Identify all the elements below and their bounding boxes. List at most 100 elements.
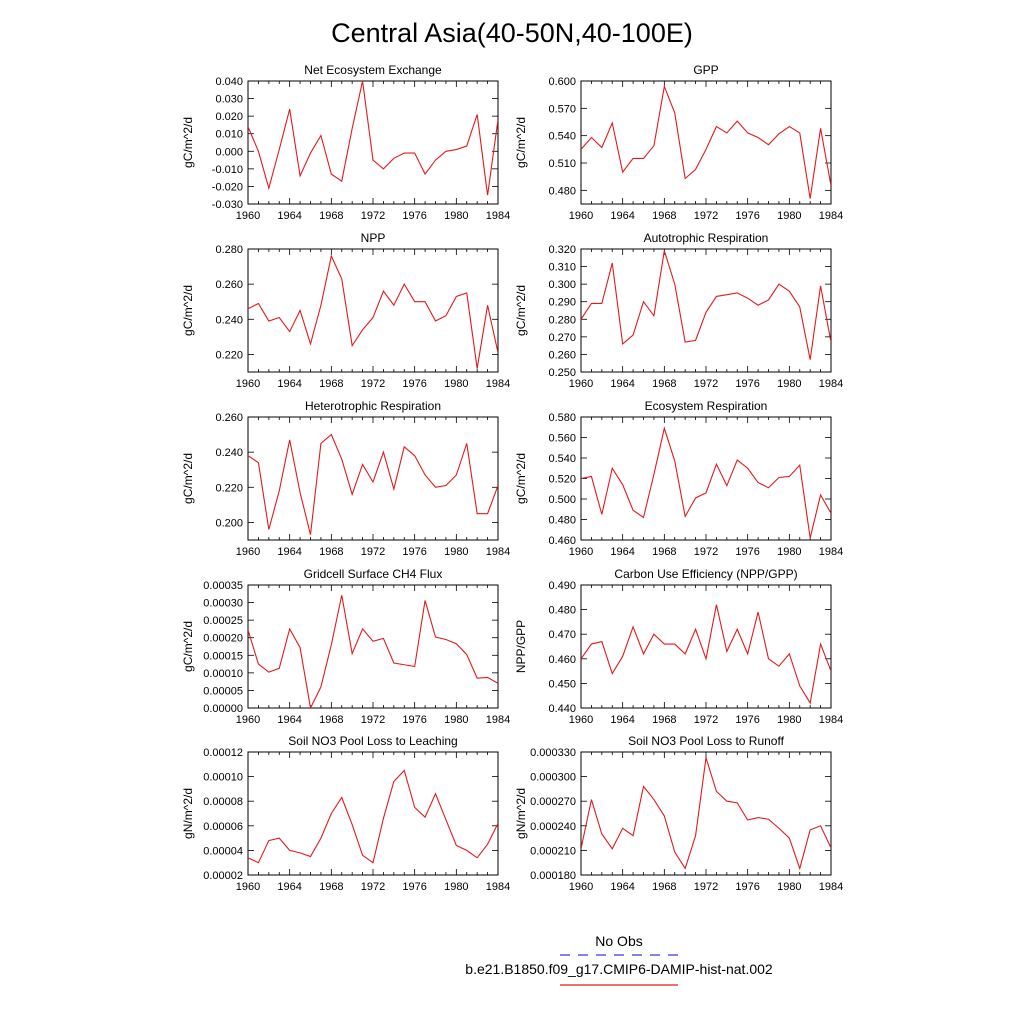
y-tick-label: 0.00030 [203,598,243,610]
x-tick-label: 1972 [361,210,385,222]
y-tick-label: 0.500 [548,494,576,506]
x-tick-label: 1976 [735,714,759,726]
x-tick-label: 1976 [735,881,759,893]
series-line [248,595,498,708]
y-tick-label: 0.00025 [203,615,243,627]
y-tick-label: 0.560 [548,433,576,445]
x-tick-label: 1984 [486,210,510,222]
y-tick-label: 0.220 [215,482,243,494]
y-tick-label: 0.320 [548,244,576,256]
y-tick-label: 0.580 [548,412,576,424]
x-tick-label: 1972 [694,714,718,726]
chart-panel: Autotrophic Respiration gC/m^2/d 1960 1964 1… [514,231,843,390]
x-tick-label: 1972 [361,881,385,893]
y-tick-label: 0.00010 [203,772,243,784]
chart-panel: Carbon Use Efficiency (NPP/GPP) NPP/GPP 19… [514,567,843,726]
chart-panel: Ecosystem Respiration gC/m^2/d 1960 1964 196… [514,399,843,558]
x-tick-label: 1984 [486,881,510,893]
y-tick-label: 0.00006 [203,821,243,833]
plot-frame [580,751,832,876]
x-tick-label: 1976 [402,210,426,222]
x-tick-label: 1968 [319,881,343,893]
x-tick-label: 1984 [486,714,510,726]
x-tick-label: 1964 [277,714,301,726]
y-axis-label: gC/m^2/d [514,285,528,336]
y-tick-label: 0.000300 [530,772,576,784]
x-tick-label: 1972 [361,714,385,726]
y-tick-label: 0.040 [215,76,243,88]
y-tick-label: 0.440 [548,703,576,715]
x-tick-label: 1972 [361,378,385,390]
x-tick-label: 1976 [735,546,759,558]
x-tick-label: 1964 [610,546,634,558]
x-tick-label: 1980 [444,546,468,558]
series-line [581,757,831,871]
y-tick-label: 0.00004 [203,845,243,857]
y-axis-label: gN/m^2/d [181,788,195,839]
y-tick-label: 0.00008 [203,796,243,808]
y-tick-label: 0.490 [548,580,576,592]
chart-panel: GPP gC/m^2/d 1960 1964 1968 1972 1976 1980 1984 0… [514,63,843,222]
y-tick-label: 0.010 [215,129,243,141]
y-tick-label: 0.540 [548,131,576,143]
y-tick-label: 0.460 [548,654,576,666]
legend: No Obs b.e21.B1850.f09_g17.CMIP6-DAMIP-h… [465,933,773,986]
y-tick-label: 0.260 [548,349,576,361]
x-tick-label: 1980 [777,546,801,558]
y-axis-label: gC/m^2/d [181,453,195,504]
y-tick-label: 0.250 [548,367,576,379]
panel-title: Carbon Use Efficiency (NPP/GPP) [614,567,797,581]
series-line [248,769,498,864]
x-tick-label: 1964 [277,210,301,222]
x-tick-label: 1980 [777,714,801,726]
y-tick-label: 0.300 [548,279,576,291]
y-tick-label: 0.540 [548,453,576,465]
x-tick-label: 1968 [652,714,676,726]
y-tick-label: 0.000180 [530,870,576,882]
panel-title: Soil NO3 Pool Loss to Leaching [288,734,457,748]
y-tick-label: 0.200 [215,517,243,529]
plot-frame [247,416,499,541]
y-tick-label: 0.00010 [203,668,243,680]
x-tick-label: 1964 [610,378,634,390]
x-tick-label: 1960 [569,210,593,222]
y-tick-label: 0.030 [215,94,243,106]
x-tick-label: 1980 [444,210,468,222]
y-tick-label: -0.020 [212,181,243,193]
x-tick-label: 1960 [236,881,260,893]
chart-panel: Soil NO3 Pool Loss to Runoff gN/m^2/d 1960… [514,734,843,893]
y-tick-label: 0.00015 [203,650,243,662]
series-line [581,84,831,199]
x-tick-label: 1960 [236,378,260,390]
panel-title: NPP [361,231,386,245]
x-tick-label: 1984 [486,546,510,558]
x-tick-label: 1972 [361,546,385,558]
y-tick-label: 0.570 [548,103,576,115]
y-tick-label: 0.460 [548,535,576,547]
x-tick-label: 1968 [652,378,676,390]
x-tick-label: 1984 [819,378,843,390]
y-tick-label: 0.510 [548,158,576,170]
x-tick-label: 1968 [319,210,343,222]
x-tick-label: 1968 [652,881,676,893]
x-tick-label: 1980 [777,378,801,390]
x-tick-label: 1964 [277,546,301,558]
chart-panel: Heterotrophic Respiration gC/m^2/d 1960 196… [181,399,510,558]
y-tick-label: 0.260 [215,412,243,424]
x-tick-label: 1972 [694,378,718,390]
y-tick-label: 0.00005 [203,685,243,697]
x-tick-label: 1964 [277,378,301,390]
x-tick-label: 1980 [444,378,468,390]
y-tick-label: 0.240 [215,447,243,459]
x-tick-label: 1960 [569,714,593,726]
y-tick-label: 0.280 [548,314,576,326]
y-tick-label: -0.030 [212,199,243,211]
x-tick-label: 1964 [610,714,634,726]
x-tick-label: 1984 [819,714,843,726]
legend-obs-label: No Obs [595,933,642,949]
chart-panel: Gridcell Surface CH4 Flux gC/m^2/d 1960 196… [181,567,510,726]
x-tick-label: 1968 [319,546,343,558]
panel-title: Heterotrophic Respiration [305,399,441,413]
x-tick-label: 1960 [569,881,593,893]
panel-title: Soil NO3 Pool Loss to Runoff [628,734,785,748]
